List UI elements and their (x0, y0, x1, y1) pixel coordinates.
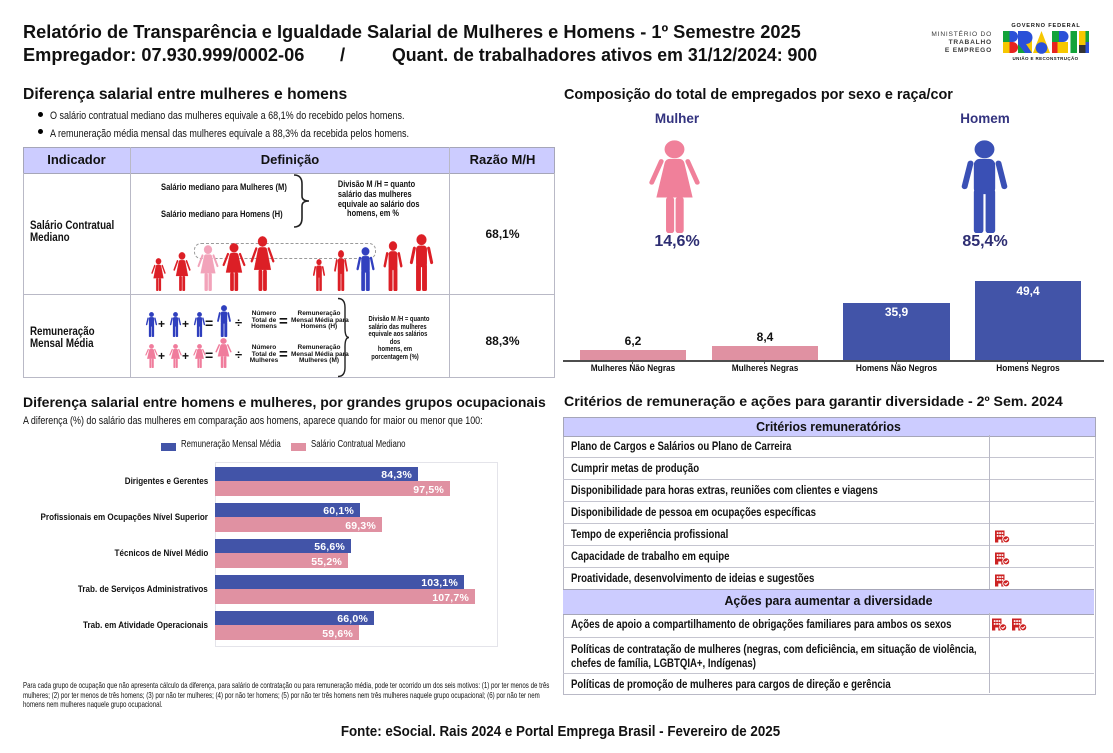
svg-text:GOVERNO FEDERAL: GOVERNO FEDERAL (1011, 23, 1080, 29)
svg-text:UNIÃO E RECONSTRUÇÃO: UNIÃO E RECONSTRUÇÃO (1012, 55, 1078, 61)
